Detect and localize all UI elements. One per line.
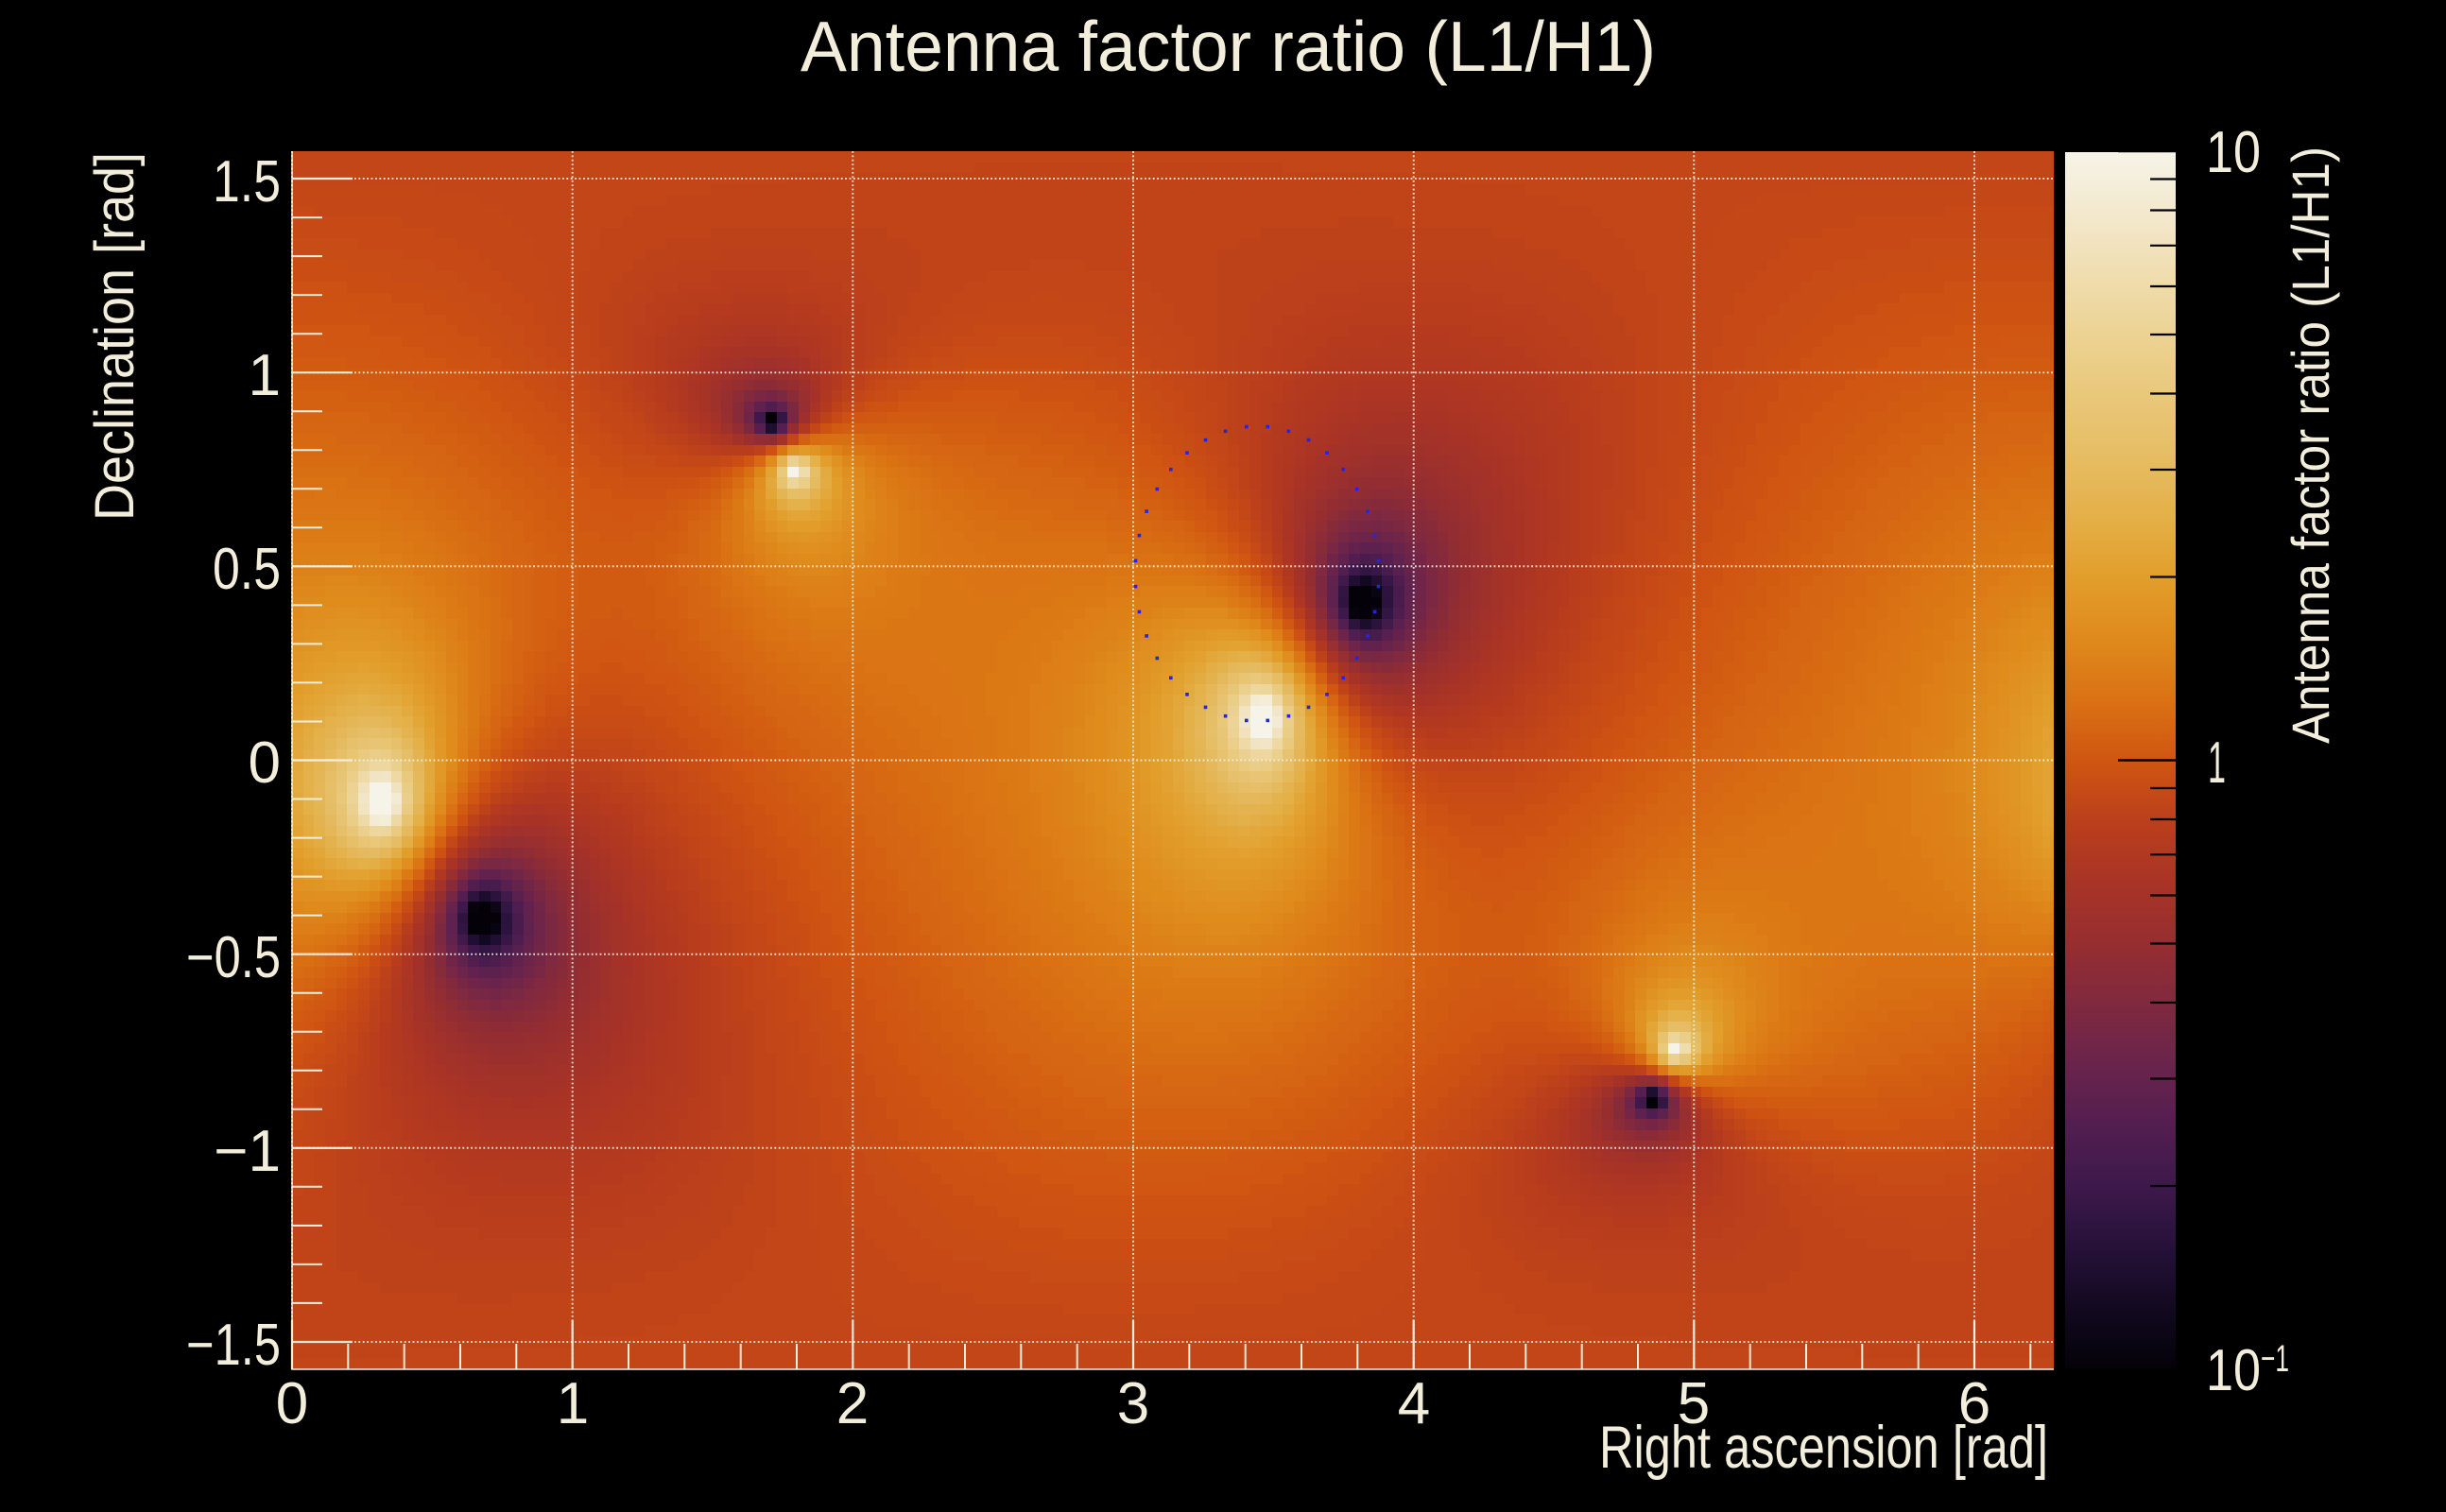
- svg-text:0: 0: [276, 1371, 308, 1436]
- svg-text:−1: −1: [214, 1119, 281, 1184]
- svg-text:Declination [rad]: Declination [rad]: [84, 152, 146, 521]
- svg-text:Antenna factor ratio (L1/H1): Antenna factor ratio (L1/H1): [801, 7, 1656, 86]
- svg-text:0.5: 0.5: [213, 537, 281, 602]
- svg-text:1.5: 1.5: [213, 149, 281, 215]
- svg-text:1: 1: [2208, 730, 2226, 796]
- svg-text:5: 5: [1678, 1371, 1710, 1436]
- svg-text:−0.5: −0.5: [186, 925, 281, 990]
- svg-text:4: 4: [1398, 1371, 1430, 1436]
- svg-text:−1.5: −1.5: [186, 1313, 281, 1378]
- svg-text:0: 0: [249, 730, 281, 796]
- svg-text:1: 1: [557, 1371, 589, 1436]
- svg-text:2: 2: [836, 1371, 869, 1436]
- svg-text:10: 10: [2206, 120, 2261, 185]
- svg-text:Right ascension [rad]: Right ascension [rad]: [1599, 1415, 2048, 1481]
- svg-text:Antenna factor ratio (L1/H1): Antenna factor ratio (L1/H1): [2281, 146, 2340, 744]
- svg-text:3: 3: [1117, 1371, 1149, 1436]
- svg-text:1: 1: [249, 343, 281, 408]
- svg-text:10−1: 10−1: [2206, 1338, 2289, 1403]
- svg-text:6: 6: [1958, 1371, 1990, 1436]
